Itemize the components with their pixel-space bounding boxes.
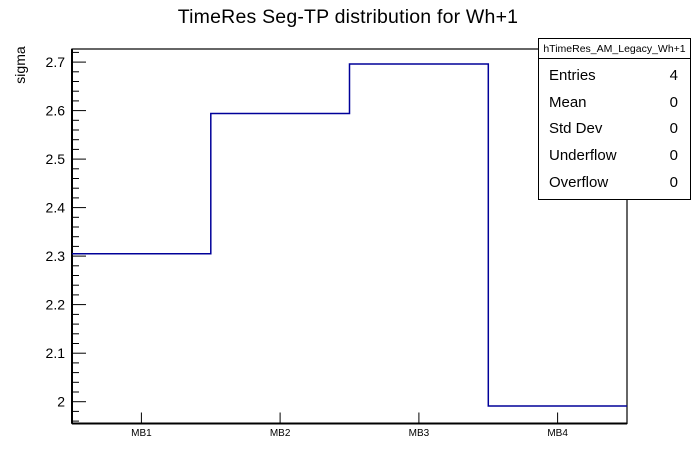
stat-row: Overflow 0 [539, 174, 690, 191]
stat-row: Mean 0 [539, 94, 690, 111]
y-tick-label: 2.4 [46, 200, 66, 216]
x-bin-label: MB4 [547, 428, 568, 439]
stats-rows: Entries 4 Mean 0 Std Dev 0 Underflow 0 Overflow 0 [539, 59, 690, 199]
stats-box: hTimeRes_AM_Legacy_Wh+1 Entries 4 Mean 0 Std… [538, 38, 691, 200]
stat-value: 0 [669, 120, 678, 138]
stat-label: Mean [549, 93, 587, 111]
stat-value: 4 [669, 66, 678, 84]
y-tick-label: 2.5 [46, 151, 66, 167]
stat-value: 0 [669, 174, 678, 192]
stat-label: Entries [549, 66, 596, 84]
stats-box-title: hTimeRes_AM_Legacy_Wh+1 [539, 39, 690, 59]
y-tick-label: 2.1 [46, 345, 66, 361]
x-bin-label: MB2 [270, 428, 291, 439]
stat-row: Underflow 0 [539, 147, 690, 164]
stat-label: Overflow [549, 174, 609, 192]
y-tick-label: 2.6 [46, 103, 66, 119]
x-bin-label: MB1 [131, 428, 152, 439]
stat-row: Entries 4 [539, 67, 690, 84]
y-tick-label: 2.7 [46, 54, 66, 70]
histogram-step-line [72, 63, 627, 407]
stat-label: Std Dev [549, 120, 603, 138]
y-tick-label: 2.2 [46, 297, 66, 313]
stat-value: 0 [669, 93, 678, 111]
stat-label: Underflow [549, 147, 617, 165]
y-tick-label: 2.3 [46, 248, 66, 264]
x-bin-label: MB3 [409, 428, 430, 439]
stat-row: Std Dev 0 [539, 120, 690, 137]
stat-value: 0 [669, 147, 678, 165]
plot-title: TimeRes Seg-TP distribution for Wh+1 [177, 6, 519, 28]
y-tick-label: 2 [57, 394, 65, 410]
